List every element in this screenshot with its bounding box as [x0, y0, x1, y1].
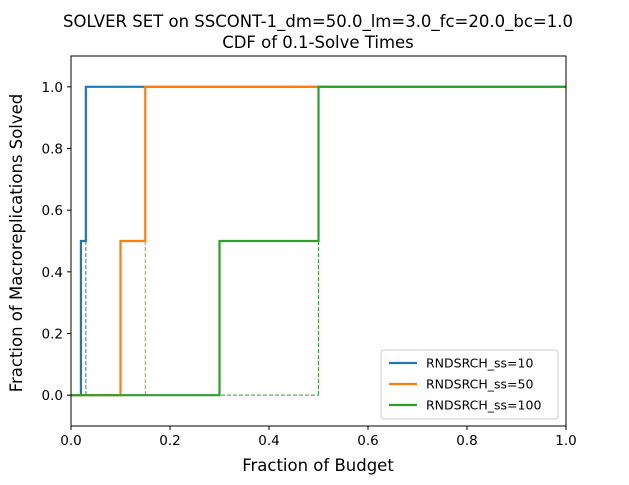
axes-frame [70, 55, 567, 427]
legend-label-1: RNDSRCH_ss=50 [426, 377, 533, 392]
legend-box [380, 349, 559, 420]
y-tick-label-3: 0.6 [42, 203, 63, 219]
y-tick-label-5: 1.0 [42, 80, 63, 96]
x-tick-label-1: 0.2 [159, 433, 180, 449]
y-tick-label-1: 0.2 [42, 327, 63, 343]
x-tick-label-3: 0.6 [357, 433, 378, 449]
y-tick-label-2: 0.4 [42, 265, 63, 281]
x-tick-label-0: 0.0 [60, 433, 81, 449]
x-tick-label-5: 1.0 [555, 433, 576, 449]
legend-label-2: RNDSRCH_ss=100 [426, 398, 541, 413]
x-axis-label: Fraction of Budget [242, 456, 394, 475]
legend-label-0: RNDSRCH_ss=10 [426, 356, 533, 371]
y-tick-label-4: 0.8 [42, 142, 63, 158]
x-tick-label-4: 0.8 [456, 433, 477, 449]
chart-subtitle: CDF of 0.1-Solve Times [222, 33, 414, 52]
y-axis-label: Fraction of Macroreplications Solved [7, 94, 26, 393]
series-line-2 [71, 85, 566, 397]
x-tick-label-2: 0.4 [258, 433, 279, 449]
plot-area: 0.0 0.2 0.4 0.6 0.8 1.0 0.0 0.2 0.4 0.6 0.8 1.0 RNDS… [42, 55, 577, 449]
y-tick-label-0: 0.0 [42, 388, 63, 404]
chart-title: SOLVER SET on SSCONT-1_dm=50.0_lm=3.0_fc… [63, 12, 573, 32]
